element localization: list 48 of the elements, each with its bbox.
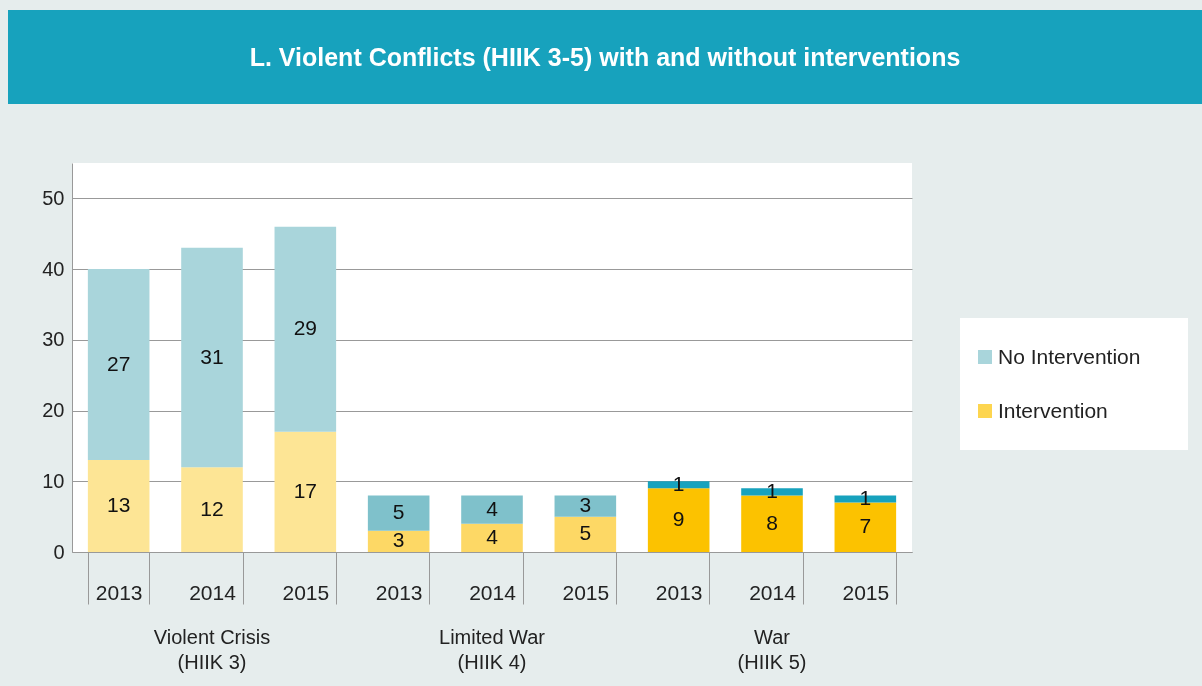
data-label: 31 — [200, 344, 224, 368]
bar — [461, 523, 523, 552]
data-label: 4 — [486, 524, 499, 548]
bar — [181, 247, 243, 468]
data-label: 29 — [293, 316, 318, 340]
bar — [87, 269, 150, 461]
y-tick-label: 40 — [42, 257, 65, 280]
data-label: 5 — [392, 500, 405, 524]
legend-label: No Intervention — [998, 345, 1141, 369]
data-label: 5 — [579, 521, 592, 545]
data-label: 8 — [766, 510, 778, 534]
y-tick-label: 0 — [53, 540, 65, 563]
bar — [274, 431, 337, 552]
bar — [461, 495, 523, 524]
bar — [274, 226, 337, 432]
x-tick-label: 2014 — [749, 580, 797, 604]
text: Intervention — [998, 399, 1108, 423]
x-tick-label: 2013 — [375, 580, 423, 604]
text: Limited War (HIIK 4) — [439, 626, 546, 673]
x-tick-label: 2015 — [562, 580, 610, 604]
text: Violent Crisis (HIIK 3) — [153, 626, 271, 673]
bar — [181, 467, 243, 552]
x-tick-label: 2015 — [282, 580, 330, 604]
x-tick-label: 2013 — [655, 580, 703, 604]
y-tick-label: 30 — [42, 328, 65, 351]
chart-title: L. Violent Conflicts (HIIK 3-5) with and without interventions — [8, 10, 1202, 104]
y-tick-label: 10 — [42, 469, 65, 492]
x-tick-label: 2014 — [469, 580, 517, 604]
bar — [367, 495, 430, 531]
data-label: 17 — [293, 478, 318, 502]
data-label: 13 — [106, 493, 131, 517]
data-label: 27 — [106, 351, 131, 375]
bar — [554, 495, 617, 517]
y-tick-label: 50 — [42, 186, 65, 209]
text: War (HIIK 5) — [737, 626, 807, 673]
x-tick-label: 2014 — [189, 580, 237, 604]
data-label: 12 — [200, 496, 224, 520]
data-label: 3 — [392, 528, 405, 552]
bar — [87, 460, 150, 552]
data-label: 3 — [579, 493, 592, 517]
data-label: 7 — [859, 514, 872, 538]
data-label: 9 — [672, 507, 685, 531]
x-tick-label: 2013 — [95, 580, 143, 604]
data-label: 4 — [486, 496, 499, 520]
bar — [554, 516, 617, 552]
x-tick-label: 2015 — [842, 580, 890, 604]
bar — [367, 530, 430, 552]
y-tick-label: 20 — [42, 399, 65, 422]
